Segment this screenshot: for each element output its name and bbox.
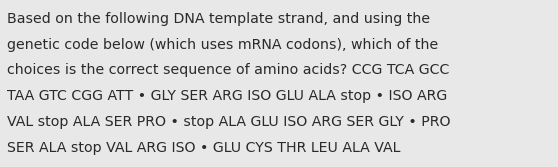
Text: SER ALA stop VAL ARG ISO • GLU CYS THR LEU ALA VAL: SER ALA stop VAL ARG ISO • GLU CYS THR L… — [7, 141, 400, 155]
Text: TAA GTC CGG ATT • GLY SER ARG ISO GLU ALA stop • ISO ARG: TAA GTC CGG ATT • GLY SER ARG ISO GLU AL… — [7, 89, 447, 103]
Text: VAL stop ALA SER PRO • stop ALA GLU ISO ARG SER GLY • PRO: VAL stop ALA SER PRO • stop ALA GLU ISO … — [7, 115, 450, 129]
Text: Based on the following DNA template strand, and using the: Based on the following DNA template stra… — [7, 12, 430, 26]
Text: genetic code below (which uses mRNA codons), which of the: genetic code below (which uses mRNA codo… — [7, 38, 438, 52]
Text: choices is the correct sequence of amino acids? CCG TCA GCC: choices is the correct sequence of amino… — [7, 63, 449, 77]
